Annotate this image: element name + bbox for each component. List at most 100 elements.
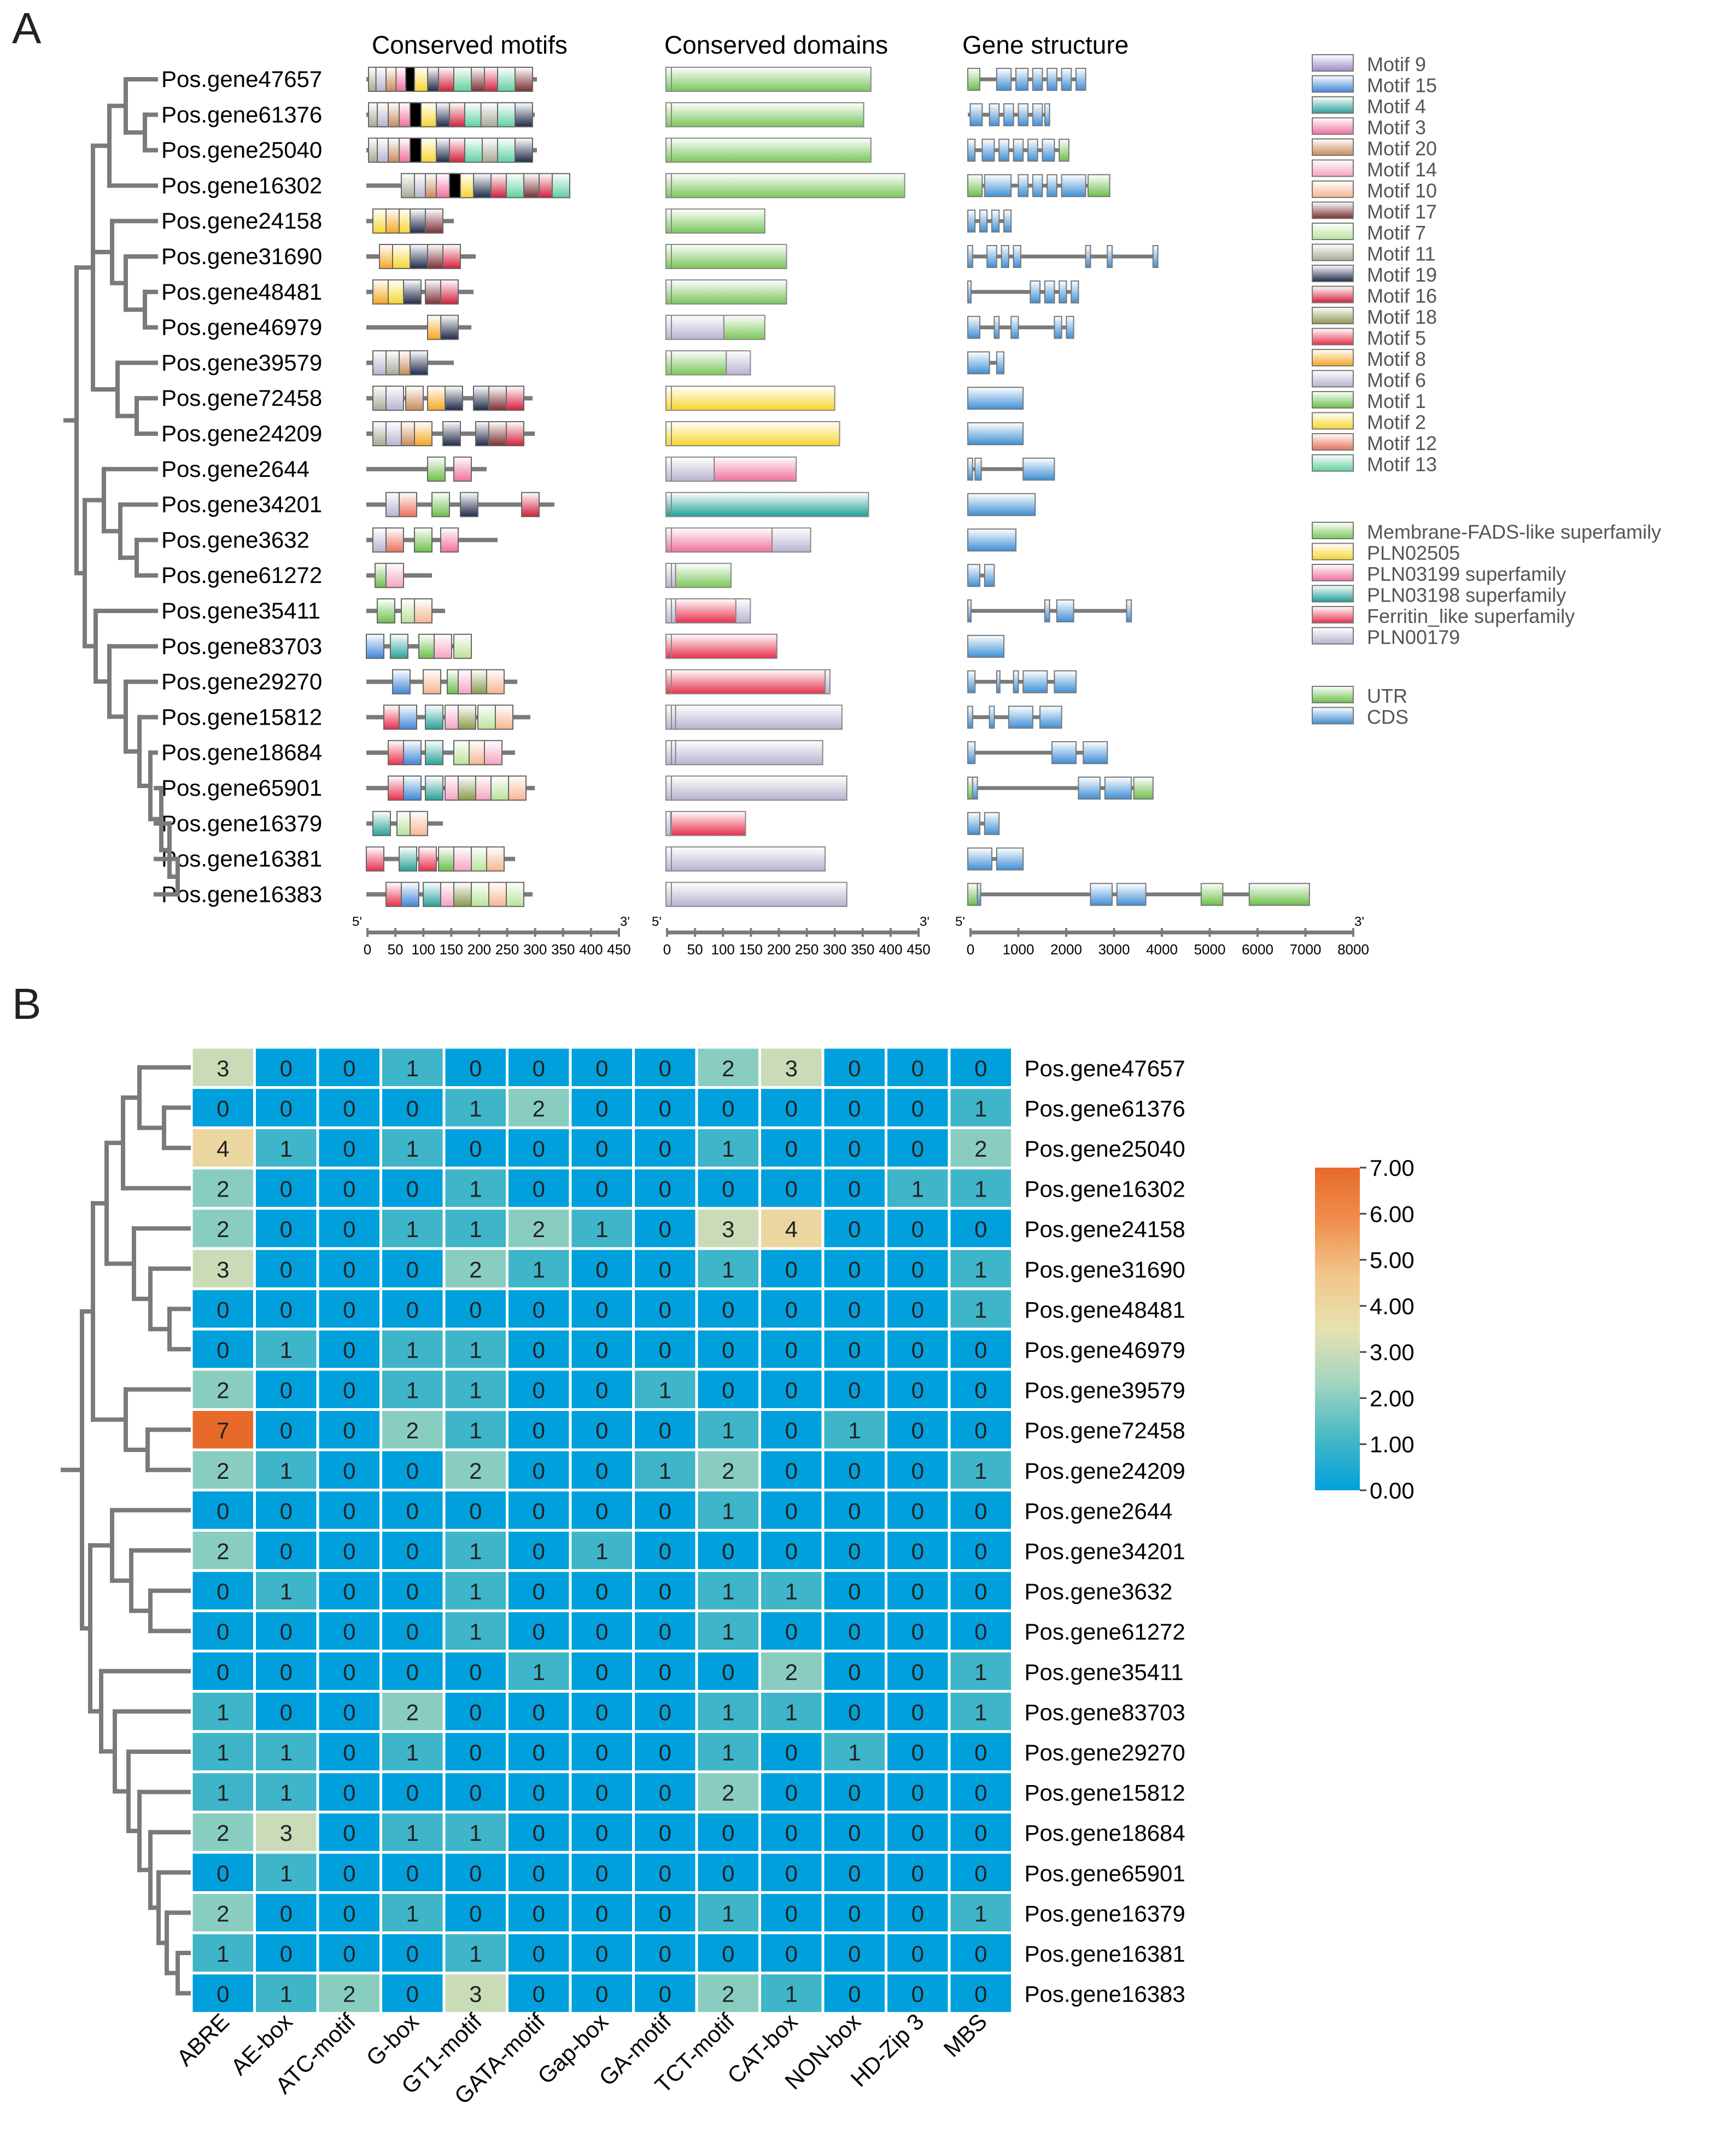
heatmap-cell-value: 0 <box>659 1257 671 1282</box>
heatmap-cell-value: 0 <box>848 1699 861 1725</box>
heatmap-cell <box>316 1851 382 1894</box>
heatmap-cell-value: 0 <box>911 1378 924 1403</box>
domain-box <box>665 456 715 482</box>
colorbar-tick-label: 0.00 <box>1370 1478 1414 1503</box>
heatmap-cell-value: 0 <box>785 1337 798 1363</box>
colorbar-tick-label: 7.00 <box>1370 1155 1414 1181</box>
heatmap-cell-value: 0 <box>974 1579 987 1605</box>
domain-box <box>714 456 797 482</box>
cds-exon <box>996 351 1005 375</box>
domain-axis-tick-label: 450 <box>907 941 930 958</box>
heatmap-cell-value: 0 <box>595 1418 608 1443</box>
heatmap-cell <box>948 1489 1014 1532</box>
motif-legend-swatch <box>1312 75 1354 93</box>
heatmap-cell-value: 0 <box>343 1498 355 1524</box>
heatmap-cell-value: 2 <box>217 1820 229 1846</box>
cds-exon <box>967 812 980 835</box>
heatmap-cell-value: 2 <box>217 1378 229 1403</box>
heatmap-cell-value: 1 <box>974 1699 987 1725</box>
heatmap-cell-value: 0 <box>659 1216 671 1242</box>
heatmap-row-label: Pos.gene3632 <box>1025 1579 1173 1605</box>
motif-legend-swatch <box>1312 117 1354 135</box>
domain-box <box>665 244 787 269</box>
domain-legend-label: PLN03199 superfamily <box>1367 563 1566 585</box>
heatmap-cell-value: 1 <box>785 1579 798 1605</box>
colorbar-tick-label: 2.00 <box>1370 1385 1414 1411</box>
heatmap-cell-value: 0 <box>722 1378 734 1403</box>
heatmap-row-label: Pos.gene61376 <box>1025 1095 1185 1121</box>
heatmap-cell-value: 0 <box>533 1337 545 1363</box>
heatmap-cell-value: 0 <box>469 1056 482 1081</box>
heatmap-cell-value: 1 <box>974 1297 987 1322</box>
motif-legend-swatch <box>1312 201 1354 219</box>
heatmap-cell-value: 0 <box>785 1619 798 1645</box>
heatmap-cell-value: 1 <box>722 1257 734 1282</box>
structure-legend-swatch <box>1312 707 1354 725</box>
heatmap-cell-value: 2 <box>533 1216 545 1242</box>
heatmap-cell-value: 0 <box>343 1136 355 1162</box>
utr-exon <box>967 174 983 197</box>
heatmap-cell-value: 0 <box>280 1900 293 1926</box>
heatmap-cell <box>506 1851 572 1894</box>
gene-label: Pos.gene29270 <box>161 669 322 695</box>
heatmap-cell-value: 0 <box>722 1297 734 1322</box>
heatmap-cell-value: 0 <box>595 1337 608 1363</box>
domain-axis-end: 3' <box>920 914 930 929</box>
heatmap-cell-value: 0 <box>785 1941 798 1967</box>
motif-axis-tick-label: 0 <box>364 941 371 958</box>
domain-axis-tick-label: 350 <box>851 941 874 958</box>
cds-exon <box>1030 280 1041 304</box>
cds-exon <box>991 209 1000 233</box>
heatmap-cell-value: 0 <box>343 1579 355 1605</box>
heatmap-cell <box>948 1167 1014 1210</box>
motif-box <box>440 527 459 553</box>
heatmap-cell-value: 0 <box>848 1176 861 1202</box>
heatmap-cell-value: 0 <box>595 1136 608 1162</box>
domain-box <box>675 740 823 766</box>
cds-exon <box>1018 103 1029 126</box>
motif-box <box>458 704 476 730</box>
heatmap-cell <box>632 1649 698 1693</box>
heatmap-cell <box>569 1126 635 1170</box>
heatmap-cell <box>379 1086 446 1129</box>
heatmap-cell-value: 1 <box>406 1378 419 1403</box>
heatmap-cell-value: 0 <box>659 1538 671 1564</box>
motif-box <box>486 669 505 695</box>
heatmap-cell <box>758 1287 825 1331</box>
cds-exon <box>967 351 990 375</box>
cds-exon <box>984 812 1000 835</box>
cds-exon <box>1104 777 1132 800</box>
heatmap-cell-value: 2 <box>343 1981 355 2007</box>
motif-box <box>425 704 443 730</box>
motif-axis-tick-label: 450 <box>607 941 630 958</box>
heatmap-cell <box>442 1730 508 1774</box>
heatmap-cell <box>948 1368 1014 1411</box>
heatmap-cell <box>758 1327 825 1371</box>
heatmap-cell-value: 0 <box>848 1337 861 1363</box>
heatmap-cell-value: 2 <box>217 1900 229 1926</box>
heatmap-cell <box>885 1649 951 1693</box>
heatmap-cell-value: 0 <box>974 1619 987 1645</box>
heatmap-cell-value: 0 <box>343 1095 355 1121</box>
cds-exon <box>967 528 1016 552</box>
heatmap-cell-value: 0 <box>533 1136 545 1162</box>
motif-box <box>414 598 432 623</box>
motif-box <box>385 386 404 411</box>
heatmap-cell-value: 0 <box>911 1941 924 1967</box>
gene-label: Pos.gene61272 <box>161 562 322 588</box>
cds-exon <box>1085 245 1091 268</box>
motif-legend-swatch <box>1312 265 1354 282</box>
motif-box <box>403 740 422 766</box>
heatmap-cell <box>821 1690 887 1733</box>
heatmap-cell-value: 0 <box>911 1216 924 1242</box>
cds-exon <box>1032 174 1043 197</box>
motif-box <box>403 775 422 801</box>
heatmap-cell-value: 0 <box>595 1579 608 1605</box>
heatmap-cell <box>569 1972 635 2015</box>
heatmap-cell-value: 0 <box>911 1780 924 1806</box>
heatmap-cell-value: 1 <box>785 1699 798 1725</box>
motif-box <box>453 882 472 907</box>
heatmap-cell-value: 0 <box>911 1579 924 1605</box>
utr-exon <box>967 777 973 800</box>
motif-legend-swatch <box>1312 159 1354 177</box>
